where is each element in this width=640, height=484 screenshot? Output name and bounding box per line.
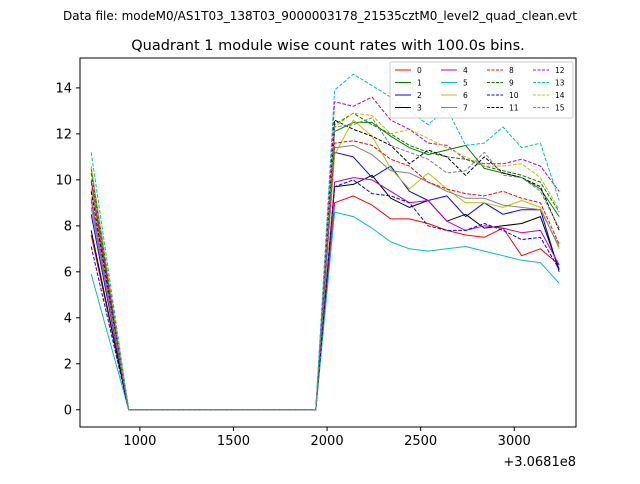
series-line-10: [90, 179, 560, 411]
y-tick-label: 8: [64, 219, 72, 234]
legend-label-9: 9: [509, 79, 514, 88]
series-line-7: [90, 144, 560, 411]
chart-title: Quadrant 1 module wise count rates with …: [131, 38, 525, 54]
legend-label-14: 14: [555, 91, 565, 100]
y-tick-label: 0: [64, 403, 72, 418]
legend-label-15: 15: [555, 104, 565, 113]
series-line-4: [90, 177, 560, 411]
legend-label-6: 6: [463, 91, 468, 100]
y-tick-label: 2: [64, 357, 72, 372]
legend-label-13: 13: [555, 79, 565, 88]
legend-label-2: 2: [417, 91, 422, 100]
x-tick-label: 2500: [404, 434, 437, 449]
series-lines: [90, 73, 560, 411]
x-tick-label: 1500: [217, 434, 250, 449]
plot-layer: [90, 73, 560, 411]
legend-label-12: 12: [555, 66, 565, 75]
x-tick-label: 3000: [498, 434, 531, 449]
legend-label-11: 11: [509, 104, 519, 113]
axes-frame: [79, 57, 577, 428]
y-tick-label: 6: [64, 265, 72, 280]
legend-label-0: 0: [417, 66, 422, 75]
legend-label-5: 5: [463, 79, 468, 88]
legend-label-10: 10: [509, 91, 519, 100]
x-offset-label: +3.0681e8: [503, 455, 576, 470]
y-tick-label: 14: [55, 81, 72, 96]
legend-label-1: 1: [417, 79, 422, 88]
y-tick-label: 12: [55, 127, 72, 142]
legend-label-7: 7: [463, 104, 468, 113]
x-tick-label: 1000: [123, 434, 156, 449]
x-tick-label: 2000: [311, 434, 344, 449]
series-line-13: [90, 73, 560, 411]
legend-label-4: 4: [463, 66, 468, 75]
legend-label-8: 8: [509, 66, 514, 75]
series-line-12: [90, 96, 560, 411]
legend-box: [389, 61, 574, 119]
y-tick-label: 4: [64, 311, 72, 326]
series-line-15: [90, 117, 560, 411]
y-tick-label: 10: [55, 173, 72, 188]
legend-label-3: 3: [417, 104, 422, 113]
suptitle: Data file: modeM0/AS1T03_138T03_90000031…: [63, 9, 577, 23]
